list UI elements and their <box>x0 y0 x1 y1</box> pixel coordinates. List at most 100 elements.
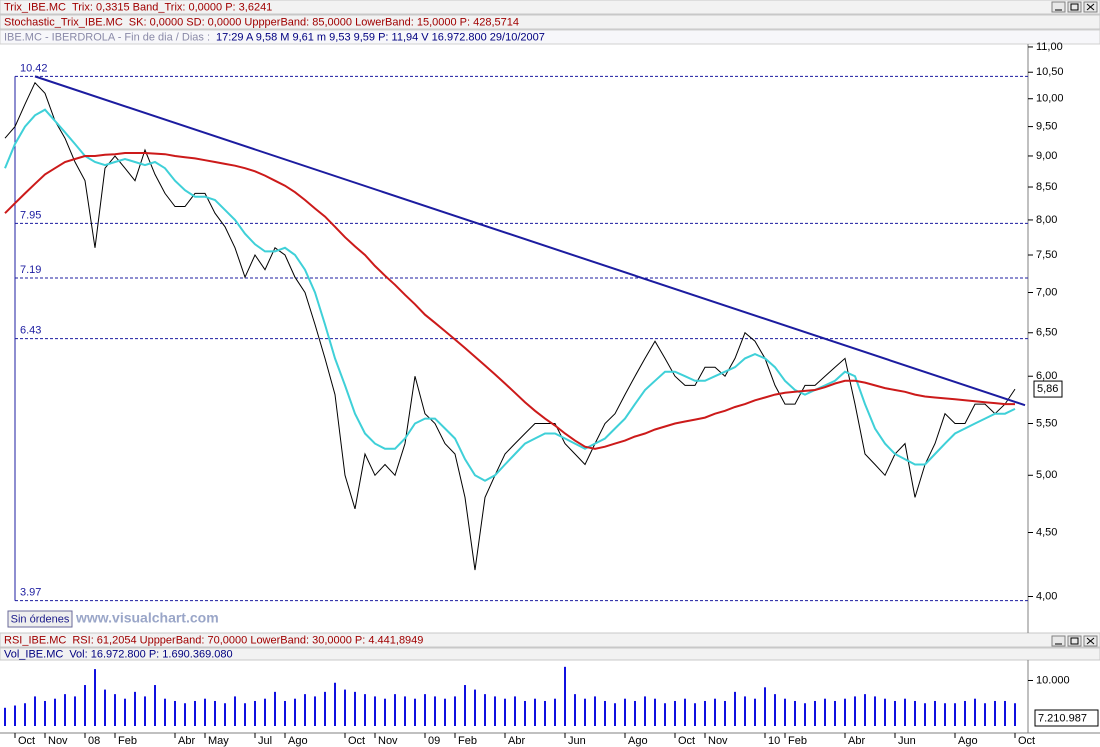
header-text: RSI_IBE.MC RSI: 61,2054 UppperBand: 70,00… <box>4 634 423 646</box>
volume-bar <box>4 707 6 726</box>
x-tick-label: Jul <box>258 735 272 747</box>
y-tick-label: 9,00 <box>1036 150 1057 162</box>
volume-last-box <box>1034 709 1099 727</box>
icon <box>1086 637 1095 645</box>
volume-bar <box>804 703 806 726</box>
y-tick-label: 4,00 <box>1036 590 1057 602</box>
volume-bar <box>964 700 966 726</box>
x-tick-label: Feb <box>788 735 807 747</box>
volume-bar <box>144 696 146 726</box>
y-tick-label: 11,00 <box>1036 41 1063 53</box>
minimize-button[interactable] <box>1051 1 1066 13</box>
volume-bar <box>904 698 906 726</box>
x-tick-label: 10 <box>768 735 780 747</box>
volume-last-label: 7.210.987 <box>1038 712 1087 724</box>
volume-bar <box>754 698 756 726</box>
volume-bar <box>304 694 306 726</box>
indicator-name: RSI_IBE.MC <box>4 634 66 646</box>
volume-bar <box>1004 700 1006 726</box>
header-bar <box>0 647 1100 661</box>
watermark: www.visualchart.com <box>75 610 219 626</box>
x-tick-label: Ago <box>628 735 648 747</box>
x-tick-label: Nov <box>48 735 68 747</box>
volume-bar <box>14 705 16 726</box>
volume-bar <box>234 696 236 726</box>
volume-bar <box>444 698 446 726</box>
icon <box>1086 3 1095 11</box>
plot: 4,00 4,50 5,00 5,50 6,00 6,50 7,00 7,50 8,00 8,50… <box>4 41 1099 747</box>
volume-bar <box>164 698 166 726</box>
volume-bar <box>564 666 566 726</box>
x-tick-label: Abr <box>848 735 865 747</box>
volume-bar <box>844 698 846 726</box>
minimize-button[interactable] <box>1051 635 1066 647</box>
volume-bar <box>794 700 796 726</box>
level-label: 3.97 <box>20 586 41 598</box>
volume-bar <box>654 698 656 726</box>
volume-bar <box>94 669 96 726</box>
x-tick-label: Jun <box>898 735 916 747</box>
volume-bar <box>84 685 86 726</box>
orders-button-label[interactable]: Sin órdenes <box>11 613 70 625</box>
volume-bar <box>614 703 616 726</box>
volume-bar <box>764 687 766 726</box>
volume-bar <box>734 691 736 726</box>
volume-bar <box>954 703 956 726</box>
volume-bar <box>744 696 746 726</box>
x-tick-label: Oct <box>348 735 365 747</box>
maximize-button[interactable] <box>1067 635 1082 647</box>
volume-bar <box>544 700 546 726</box>
indicator-name: Stochastic_Trix_IBE.MC <box>4 16 123 28</box>
volume-bar <box>114 694 116 726</box>
volume-bar <box>864 694 866 726</box>
x-tick-label: Jun <box>568 735 586 747</box>
x-tick-label: Abr <box>178 735 195 747</box>
volume-bar <box>364 694 366 726</box>
volume-bar <box>554 698 556 726</box>
y-tick-label: 10,50 <box>1036 66 1064 78</box>
x-tick-label: Nov <box>378 735 398 747</box>
y-tick-label: 6,50 <box>1036 327 1057 339</box>
volume-bar <box>694 703 696 726</box>
level-label: 6.43 <box>20 325 41 337</box>
volume-bar <box>584 698 586 726</box>
level-label: 7.95 <box>20 209 41 221</box>
volume-bar <box>214 700 216 726</box>
y-tick-label: 4,50 <box>1036 526 1057 538</box>
orders-button[interactable] <box>7 610 73 628</box>
y-tick-label: 7,00 <box>1036 286 1057 298</box>
volume-bar <box>704 700 706 726</box>
volume-bar <box>934 700 936 726</box>
volume-bar <box>634 700 636 726</box>
x-tick-label: Nov <box>708 735 728 747</box>
volume-bar <box>924 703 926 726</box>
indicator-info: RSI: 61,2054 UppperBand: 70,0000 LowerBa… <box>72 634 423 646</box>
level-label: 7.19 <box>20 264 41 276</box>
volume-bar <box>464 685 466 726</box>
y-tick-label: 8,00 <box>1036 214 1057 226</box>
volume-bar <box>524 700 526 726</box>
volume-bar <box>994 700 996 726</box>
quote-info: 17:29 A 9,58 M 9,61 m 9,53 9,59 P: 11,94… <box>216 31 545 43</box>
header-bar <box>0 29 1100 45</box>
volume-bar <box>474 689 476 726</box>
volume-bar <box>434 696 436 726</box>
header-text: Trix_IBE.MC Trix: 0,3315 Band_Trix: 0,000… <box>4 1 272 13</box>
x-tick-label: Feb <box>458 735 477 747</box>
volume-bar <box>44 700 46 726</box>
volume-bar <box>184 703 186 726</box>
maximize-button[interactable] <box>1067 1 1082 13</box>
volume-bar <box>874 696 876 726</box>
x-tick-label: Feb <box>118 735 137 747</box>
volume-bar <box>484 694 486 726</box>
header-text: Vol_IBE.MC Vol: 16.972.800 P: 1.690.369.0… <box>4 648 233 660</box>
volume-bar <box>294 698 296 726</box>
icon <box>1070 637 1079 645</box>
icon <box>1070 3 1079 11</box>
volume-bar <box>984 703 986 726</box>
y-tick-label: 10.000 <box>1036 674 1070 686</box>
y-tick-label: 8,50 <box>1036 181 1057 193</box>
volume-bar <box>244 703 246 726</box>
